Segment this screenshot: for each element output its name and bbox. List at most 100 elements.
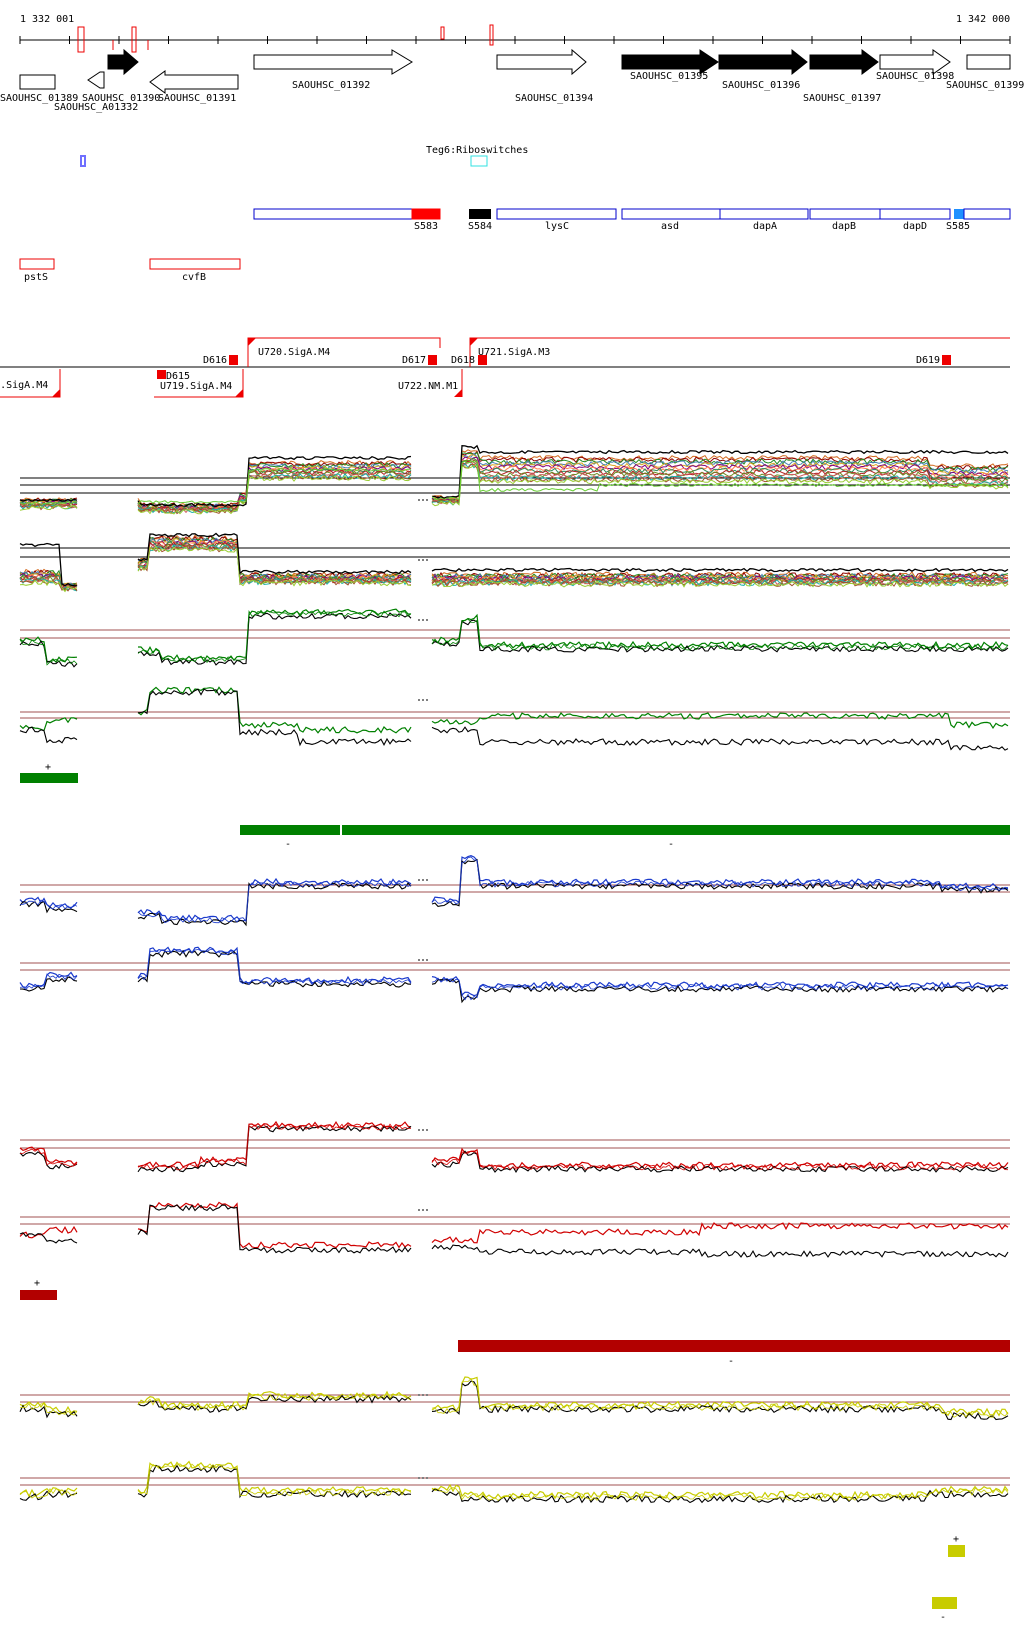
gene-arrow[interactable]: [19, 74, 56, 90]
gene-label: SAOUHSC_01390: [82, 93, 160, 104]
gene-arrow[interactable]: [809, 49, 879, 75]
tu-box[interactable]: [478, 355, 487, 365]
srna-box[interactable]: [411, 208, 441, 220]
expression-trace: [19, 971, 78, 989]
expression-trace: [431, 1150, 1009, 1171]
feature-box[interactable]: [253, 208, 413, 220]
gene-arrow[interactable]: [621, 49, 719, 75]
strand-mark: -: [728, 1356, 734, 1367]
feature-label: dapA: [753, 221, 777, 232]
expression-trace: [431, 858, 1009, 908]
feature-label: lysC: [545, 221, 569, 232]
strand-mark: -: [285, 839, 291, 850]
feature-box[interactable]: [719, 208, 809, 220]
gene-arrow[interactable]: [966, 54, 1011, 70]
expression-trace: [137, 475, 412, 515]
tu-box[interactable]: [157, 370, 166, 379]
srna-box[interactable]: [954, 209, 964, 219]
gene-arrow[interactable]: [253, 49, 413, 75]
tu-box[interactable]: [229, 355, 238, 365]
feature-box[interactable]: [879, 208, 951, 220]
transcription-unit-track: U720.SigA.M4 U721.SigA.M3 D616 D617 D618…: [0, 337, 1010, 398]
expression-trace: [19, 576, 78, 592]
ruler-mark: [489, 24, 494, 46]
operon-box[interactable]: [149, 258, 241, 270]
expression-trace: [137, 882, 412, 927]
expression-trace: [431, 618, 1009, 651]
expression-trace: [431, 573, 1009, 581]
feature-label: dapD: [903, 221, 927, 232]
condition-bar: [20, 1290, 57, 1300]
expression-trace: [137, 1120, 412, 1170]
riboswitch-track: Teg6:Riboswitches: [80, 145, 528, 167]
expression-trace: [137, 1392, 412, 1411]
gene-label: SAOUHSC_01398: [876, 71, 954, 82]
expression-trace: [137, 468, 412, 512]
expression-trace: [19, 976, 78, 992]
feature-box[interactable]: [963, 208, 1011, 220]
expression-trace: [19, 726, 78, 744]
gene-arrow[interactable]: [149, 70, 239, 94]
expression-trace: [431, 613, 1009, 649]
expression-trace: [19, 1225, 78, 1239]
expression-trace: [137, 610, 412, 664]
expression-trace: [19, 1146, 78, 1166]
tu-label: D615: [166, 371, 190, 382]
expression-trace: [19, 1487, 78, 1499]
expression-trace: [431, 464, 1009, 507]
feature-box[interactable]: [809, 208, 881, 220]
gene-label: SAOUHSC_01392: [292, 80, 370, 91]
tu-bracket[interactable]: [247, 337, 441, 367]
feature-label: S585: [946, 221, 970, 232]
srna-box[interactable]: [469, 209, 491, 219]
expression-trace: [431, 451, 1009, 501]
coordinate-ruler: 1 332 001 1 342 000: [19, 14, 1011, 53]
expression-trace: [431, 463, 1009, 505]
expression-trace: [137, 1123, 412, 1171]
operon-box[interactable]: [19, 258, 55, 270]
tu-box[interactable]: [942, 355, 951, 365]
expression-trace: [137, 948, 412, 986]
feature-box[interactable]: [621, 208, 721, 220]
gene-label: SAOUHSC_A01332: [54, 102, 138, 113]
expression-trace: [431, 580, 1009, 588]
expression-trace: [431, 574, 1009, 583]
expression-trace: [137, 538, 412, 582]
ruler-ticks: [19, 36, 1011, 44]
expression-trace: [19, 640, 78, 668]
gene-arrow[interactable]: [718, 48, 808, 76]
gene-arrow[interactable]: [496, 48, 587, 76]
condition-bar: [240, 825, 340, 835]
gene-arrow[interactable]: [879, 49, 951, 75]
expression-trace: [137, 1460, 412, 1495]
condition-bars: + - - + - + -: [20, 762, 1010, 1623]
expression-trace: [137, 455, 412, 508]
expression-trace: [431, 856, 1009, 905]
expression-trace: [431, 1150, 1009, 1173]
expression-trace: [431, 1487, 1009, 1504]
gene-arrow[interactable]: [87, 71, 105, 89]
expression-trace: [431, 619, 1009, 653]
expression-trace: [137, 1390, 412, 1410]
expression-trace: [137, 880, 412, 924]
expression-trace: [431, 978, 1009, 1004]
tu-box[interactable]: [428, 355, 437, 365]
feature-label: S584: [468, 221, 492, 232]
expression-trace: [19, 503, 78, 510]
gene-arrow[interactable]: [107, 48, 139, 76]
expression-trace: [431, 1376, 1009, 1417]
expression-trace: [19, 1404, 78, 1419]
feature-label: S583: [414, 221, 438, 232]
ruler-end-label: 1 342 000: [956, 14, 1010, 25]
tu-label: U719.SigA.M4: [160, 381, 232, 392]
gene-label: SAOUHSC_01389: [0, 93, 78, 104]
feature-box[interactable]: [496, 208, 617, 220]
tu-label: U718.SigA.M4: [0, 380, 48, 391]
riboswitch-mark: [470, 155, 488, 167]
expression-trace: [431, 855, 1009, 904]
condition-bar: [948, 1545, 965, 1557]
tu-label: D616: [203, 355, 227, 366]
strand-mark: -: [940, 1612, 946, 1623]
expression-trace: [137, 1201, 412, 1249]
condition-bar: [20, 773, 78, 783]
